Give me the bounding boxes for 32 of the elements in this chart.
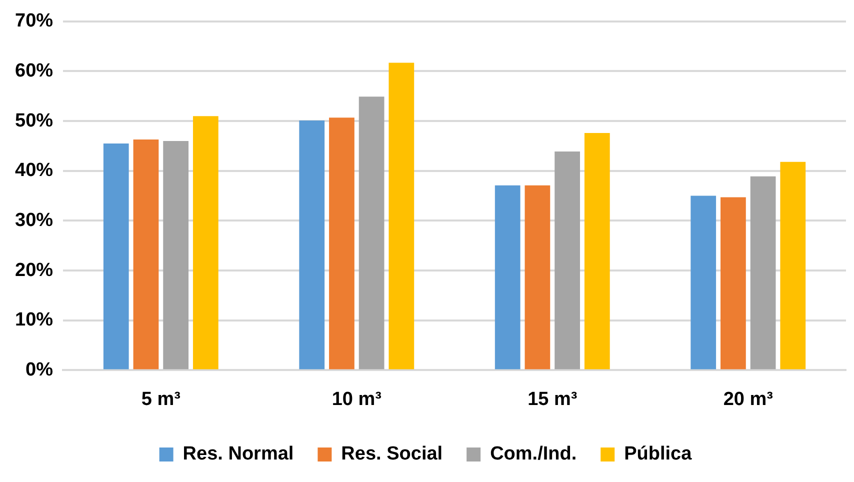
x-tick-label: 5 m³ [141,388,180,410]
bar [192,116,218,370]
bar [750,176,776,370]
y-tick-label: 70% [14,10,54,32]
x-tick-label: 20 m³ [723,388,773,410]
bar [494,185,520,370]
bar [690,196,716,370]
bar [524,185,550,370]
bar [299,120,325,370]
bar [163,140,189,370]
y-tick-label: 60% [14,60,54,82]
legend-label: Res. Social [341,444,443,465]
bar [584,133,610,370]
y-tick-label: 0% [26,359,54,380]
legend-label: Com./Ind. [490,444,577,465]
y-tick-label: 30% [14,210,54,231]
y-tick-label: 40% [14,160,54,182]
bar [329,118,354,370]
bar [554,151,580,370]
x-tick-label: 15 m³ [528,388,578,410]
x-tick-label: 10 m³ [332,388,382,410]
bar [133,139,159,370]
bar [720,197,746,370]
legend-label: Res. Normal [182,444,294,465]
y-tick-label: 10% [14,310,54,331]
bar [780,162,806,370]
y-tick-label: 20% [14,260,54,281]
bar [103,143,129,370]
legend-label: Pública [624,444,692,465]
bar [358,96,384,370]
y-tick-label: 50% [14,110,54,132]
bar [388,62,414,370]
